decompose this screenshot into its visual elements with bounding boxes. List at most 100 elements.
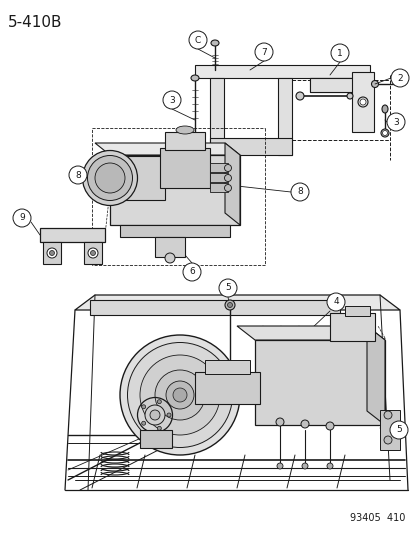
Ellipse shape <box>357 97 367 107</box>
Ellipse shape <box>47 248 57 258</box>
Ellipse shape <box>157 400 161 403</box>
Text: 8: 8 <box>75 171 81 180</box>
Ellipse shape <box>165 253 175 263</box>
Text: 1: 1 <box>336 49 342 58</box>
Ellipse shape <box>50 251 55 255</box>
Ellipse shape <box>326 463 332 469</box>
Ellipse shape <box>166 381 194 409</box>
Bar <box>209 78 223 145</box>
Bar <box>209 183 228 192</box>
Text: 6: 6 <box>189 268 195 277</box>
Ellipse shape <box>88 248 98 258</box>
Polygon shape <box>75 295 399 310</box>
Ellipse shape <box>300 420 308 428</box>
Ellipse shape <box>176 126 194 134</box>
Ellipse shape <box>145 405 165 425</box>
Polygon shape <box>366 326 384 425</box>
Text: C: C <box>195 36 201 44</box>
Bar <box>40 228 105 242</box>
Bar <box>344 306 369 316</box>
Polygon shape <box>236 326 384 340</box>
Polygon shape <box>95 143 240 155</box>
Ellipse shape <box>90 251 95 255</box>
Ellipse shape <box>141 405 145 409</box>
Bar <box>254 340 384 425</box>
Circle shape <box>189 31 206 49</box>
Bar <box>120 225 230 237</box>
Bar <box>209 163 228 172</box>
Text: 5-410B: 5-410B <box>8 15 62 30</box>
Ellipse shape <box>227 303 232 308</box>
Ellipse shape <box>224 174 231 182</box>
Ellipse shape <box>224 165 231 172</box>
Polygon shape <box>224 143 240 225</box>
Bar <box>209 173 228 182</box>
Ellipse shape <box>141 421 145 425</box>
Ellipse shape <box>173 388 187 402</box>
Circle shape <box>386 113 404 131</box>
Text: 5: 5 <box>225 284 230 293</box>
Bar <box>309 78 369 92</box>
Bar <box>110 155 240 225</box>
Circle shape <box>326 293 344 311</box>
Circle shape <box>163 91 180 109</box>
Bar <box>195 372 259 404</box>
Text: 9: 9 <box>19 214 25 222</box>
Bar <box>165 132 204 150</box>
Circle shape <box>290 183 308 201</box>
Circle shape <box>389 421 407 439</box>
Bar <box>90 300 339 315</box>
Ellipse shape <box>383 411 391 419</box>
Bar <box>84 242 102 264</box>
Ellipse shape <box>95 163 125 193</box>
Circle shape <box>254 43 272 61</box>
Ellipse shape <box>166 413 171 417</box>
Ellipse shape <box>325 422 333 430</box>
Text: 93405  410: 93405 410 <box>349 513 404 523</box>
Ellipse shape <box>190 75 199 81</box>
Bar <box>195 65 369 78</box>
Bar <box>110 156 165 200</box>
Bar <box>309 78 369 92</box>
Bar <box>159 148 209 188</box>
Circle shape <box>390 69 408 87</box>
Circle shape <box>13 209 31 227</box>
Text: 4: 4 <box>332 297 338 306</box>
Ellipse shape <box>276 463 282 469</box>
Bar <box>154 237 185 257</box>
Text: 2: 2 <box>396 74 402 83</box>
Ellipse shape <box>82 150 137 206</box>
Circle shape <box>330 44 348 62</box>
Bar <box>351 72 373 132</box>
Ellipse shape <box>295 92 303 100</box>
Ellipse shape <box>359 99 365 105</box>
Circle shape <box>218 279 236 297</box>
Bar <box>43 242 61 264</box>
Bar <box>204 360 249 374</box>
Bar <box>379 410 399 450</box>
Ellipse shape <box>370 80 377 87</box>
Ellipse shape <box>150 410 159 420</box>
Ellipse shape <box>87 156 132 200</box>
Bar <box>140 430 171 448</box>
Ellipse shape <box>157 426 161 430</box>
Ellipse shape <box>211 40 218 46</box>
Ellipse shape <box>346 93 352 99</box>
Ellipse shape <box>224 184 231 191</box>
Text: 3: 3 <box>169 95 174 104</box>
Circle shape <box>69 166 87 184</box>
Bar <box>329 313 374 341</box>
Ellipse shape <box>154 370 204 420</box>
Ellipse shape <box>275 418 283 426</box>
Ellipse shape <box>120 335 240 455</box>
Ellipse shape <box>381 105 387 113</box>
Bar <box>209 138 291 155</box>
Ellipse shape <box>140 355 219 435</box>
Ellipse shape <box>127 343 232 448</box>
Ellipse shape <box>382 131 387 135</box>
Ellipse shape <box>380 129 388 137</box>
Ellipse shape <box>383 436 391 444</box>
Text: 5: 5 <box>395 425 401 434</box>
Circle shape <box>183 263 201 281</box>
Bar <box>277 78 291 155</box>
